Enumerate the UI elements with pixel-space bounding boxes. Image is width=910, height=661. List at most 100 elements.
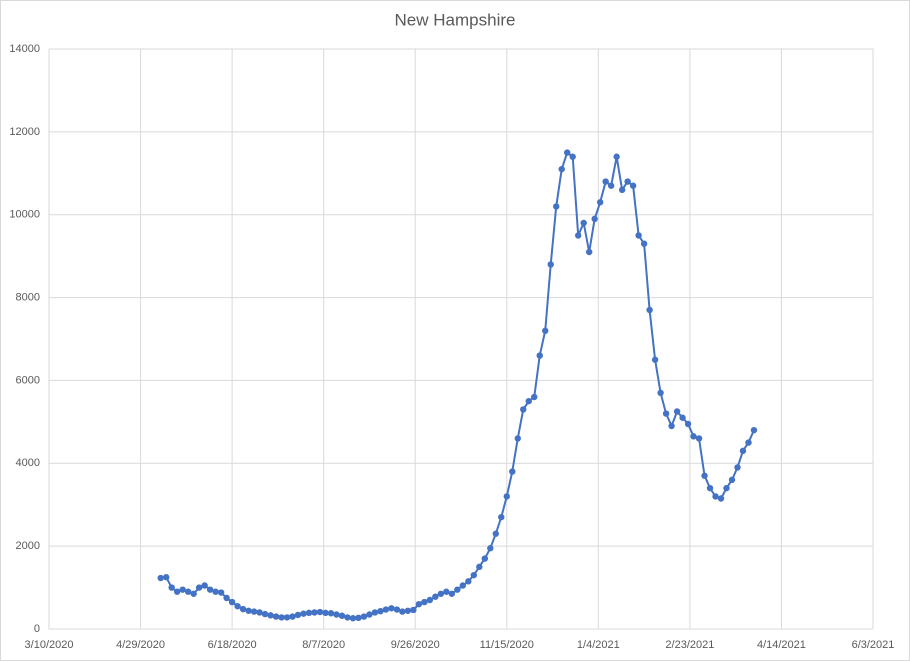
data-point	[366, 611, 373, 618]
data-point	[157, 574, 164, 582]
data-point	[574, 232, 582, 239]
data-point	[267, 612, 274, 619]
data-point	[316, 608, 324, 616]
data-point	[569, 153, 576, 160]
data-point	[327, 610, 335, 617]
data-point	[168, 584, 175, 591]
data-point	[228, 598, 236, 606]
data-point	[300, 610, 307, 617]
data-point	[728, 476, 736, 484]
data-point	[684, 420, 692, 428]
data-point	[338, 612, 346, 619]
data-point	[283, 614, 291, 621]
data-point	[613, 153, 620, 160]
data-point	[437, 590, 445, 597]
x-tick-label: 4/29/2020	[116, 639, 165, 651]
data-point	[662, 410, 670, 417]
data-point	[294, 611, 302, 619]
y-tick-label: 10000	[9, 209, 40, 221]
data-point	[410, 606, 417, 614]
x-tick-label: 1/4/2021	[577, 639, 620, 651]
x-tick-label: 6/18/2020	[208, 639, 257, 651]
data-point	[399, 608, 406, 615]
data-point	[679, 414, 686, 421]
x-tick-label: 3/10/2020	[25, 639, 74, 651]
y-tick-label: 0	[34, 623, 40, 635]
data-point	[487, 545, 494, 552]
x-tick-label: 8/7/2020	[302, 639, 345, 651]
y-tick-label: 2000	[16, 540, 40, 552]
data-point	[734, 464, 741, 471]
data-point	[349, 615, 357, 622]
data-point	[646, 306, 653, 314]
data-point	[503, 493, 510, 500]
data-point	[382, 606, 390, 613]
data-point	[404, 607, 412, 614]
data-point	[717, 495, 725, 502]
chart-title: New Hampshire	[395, 10, 516, 29]
data-point	[333, 611, 340, 618]
y-tick-label: 6000	[16, 374, 40, 386]
data-point	[536, 352, 543, 359]
data-point	[635, 232, 642, 239]
data-point	[553, 203, 560, 210]
data-point	[355, 614, 362, 622]
data-point	[476, 563, 483, 571]
data-point	[558, 165, 565, 173]
data-point	[195, 584, 203, 591]
data-point	[179, 586, 186, 593]
data-point	[223, 594, 230, 602]
data-point	[618, 186, 626, 194]
data-point	[465, 578, 472, 585]
data-point	[432, 593, 439, 600]
data-point	[657, 389, 664, 397]
data-point	[509, 468, 516, 475]
data-point	[498, 513, 505, 521]
data-point	[278, 614, 285, 621]
data-point	[305, 609, 313, 617]
data-point	[542, 327, 549, 334]
data-point	[311, 609, 318, 616]
data-point	[564, 149, 571, 156]
data-point	[388, 605, 395, 612]
data-point	[695, 435, 703, 442]
data-point	[629, 182, 637, 189]
y-tick-label: 14000	[9, 43, 40, 55]
data-point	[585, 248, 593, 256]
data-point	[520, 406, 527, 413]
data-point	[190, 590, 197, 597]
data-point	[272, 613, 280, 620]
data-point	[525, 397, 532, 405]
data-point	[739, 447, 747, 455]
data-point	[256, 609, 263, 616]
data-point	[750, 426, 758, 434]
data-point	[217, 589, 225, 596]
data-point	[393, 606, 401, 613]
y-tick-label: 12000	[9, 126, 40, 138]
data-point	[531, 393, 538, 401]
data-point	[668, 422, 675, 430]
data-point	[701, 472, 708, 479]
data-point	[591, 215, 598, 223]
data-point	[492, 530, 499, 537]
data-point	[624, 178, 631, 185]
data-point	[162, 574, 170, 581]
data-point	[602, 178, 609, 185]
y-tick-label: 4000	[16, 457, 40, 469]
data-point	[377, 607, 384, 615]
data-point	[723, 484, 730, 492]
data-point	[371, 609, 379, 616]
data-point	[640, 240, 648, 247]
data-point	[547, 261, 554, 268]
data-point	[206, 586, 214, 593]
data-point	[173, 588, 181, 595]
data-point	[322, 609, 329, 617]
x-tick-label: 6/3/2021	[852, 639, 895, 651]
data-point	[234, 603, 241, 610]
data-point	[289, 613, 296, 620]
data-point	[712, 493, 719, 500]
x-tick-label: 2/23/2021	[665, 639, 714, 651]
